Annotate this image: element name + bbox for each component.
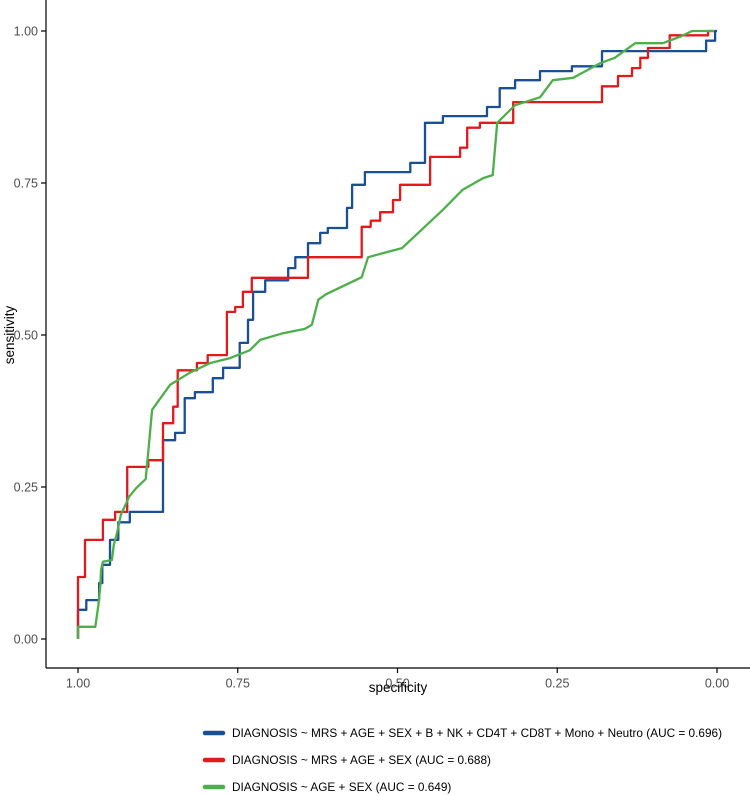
roc-curve-full-model	[76, 29, 717, 639]
legend: DIAGNOSIS ~ MRS + AGE + SEX + B + NK + C…	[202, 726, 722, 794]
x-axis-title: specificity	[369, 680, 428, 695]
x-tick-label: 0.50	[385, 677, 409, 691]
roc-curve-age-sex	[76, 29, 714, 639]
x-tick-label: 0.75	[226, 677, 250, 691]
legend-label-mrs-age-sex: DIAGNOSIS ~ MRS + AGE + SEX (AUC = 0.688…	[232, 753, 491, 767]
legend-item-age-sex: DIAGNOSIS ~ AGE + SEX (AUC = 0.649)	[202, 780, 451, 794]
x-tick-label: 0.25	[545, 677, 569, 691]
legend-item-full-model: DIAGNOSIS ~ MRS + AGE + SEX + B + NK + C…	[202, 726, 722, 740]
x-tick-label: 1.00	[66, 677, 90, 691]
y-tick-label: 0.50	[14, 328, 38, 342]
x-tick-label: 0.00	[705, 677, 729, 691]
legend-item-mrs-age-sex: DIAGNOSIS ~ MRS + AGE + SEX (AUC = 0.688…	[202, 753, 491, 767]
legend-label-full-model: DIAGNOSIS ~ MRS + AGE + SEX + B + NK + C…	[232, 726, 722, 740]
y-tick-label: 0.75	[14, 176, 38, 190]
x-axis-ticks: 1.00 0.75 0.50 0.25 0.00	[66, 668, 729, 691]
y-axis-title: sensitivity	[2, 305, 17, 364]
legend-label-age-sex: DIAGNOSIS ~ AGE + SEX (AUC = 0.649)	[232, 780, 451, 794]
y-tick-label: 1.00	[14, 24, 38, 38]
roc-curves	[76, 29, 717, 639]
y-tick-label: 0.25	[14, 480, 38, 494]
y-axis-ticks: 0.00 0.25 0.50 0.75 1.00	[14, 24, 46, 646]
y-tick-label: 0.00	[14, 632, 38, 646]
